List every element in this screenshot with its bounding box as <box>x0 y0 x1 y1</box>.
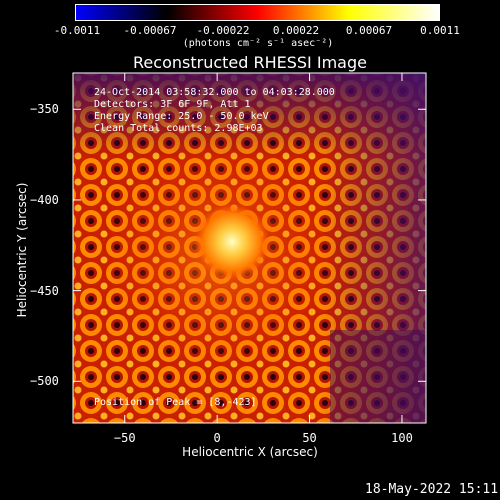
x-tick-label: 100 <box>391 431 413 445</box>
annotation-detectors: Detectors: 3F 6F 9F, Att 1 <box>94 99 251 110</box>
colorbar-tick: -0.0011 <box>53 24 101 37</box>
y-tick-label: −350 <box>30 102 59 117</box>
colorbar-units: (photons cm⁻² s⁻¹ asec⁻²) <box>182 38 334 49</box>
y-tick-label: −400 <box>30 192 59 207</box>
y-axis-label: Heliocentric Y (arcsec) <box>15 182 29 318</box>
x-tick-label: −50 <box>113 431 136 445</box>
y-tick-label: −450 <box>30 283 59 298</box>
colorbar-tick: -0.00022 <box>196 24 250 37</box>
x-tick-label: 0 <box>213 431 221 445</box>
x-tick-label: 50 <box>302 431 317 445</box>
colorbar-tick: -0.00067 <box>123 24 177 37</box>
annotation-energy: Energy Range: 25.0 - 50.0 keV <box>94 111 269 122</box>
footer-date: 18-May-2022 15:11 <box>365 482 499 497</box>
colorbar <box>75 4 440 21</box>
plot-frame <box>72 72 427 424</box>
colorbar-tick: 0.00022 <box>272 24 320 37</box>
chart-title: Reconstructed RHESSI Image <box>133 53 367 72</box>
peak-marker <box>193 203 270 280</box>
axis-ticks <box>73 73 426 423</box>
colorbar-tick: 0.00067 <box>345 24 393 37</box>
x-axis-label: Heliocentric X (arcsec) <box>182 445 318 459</box>
annotation-clean: Clean Total counts: 2.98E+03 <box>94 123 263 134</box>
annotation-peak: Position of Peak = [8,-423] <box>94 397 257 408</box>
y-tick-label: −500 <box>30 374 59 389</box>
colorbar-tick: 0.0011 <box>420 24 460 37</box>
annotation-time: 24-Oct-2014 03:58:32.000 to 04:03:28.000 <box>94 87 335 98</box>
